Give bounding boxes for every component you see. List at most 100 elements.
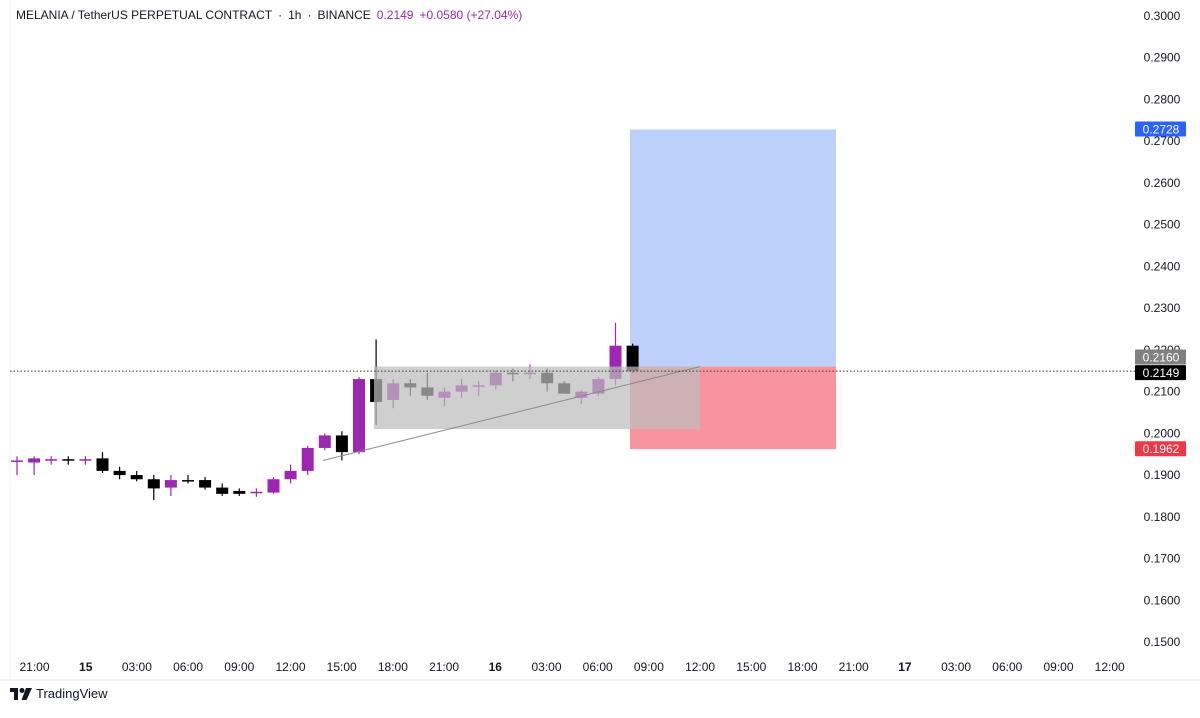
y-tick-label: 0.1700	[1144, 552, 1181, 566]
x-tick-label: 09:00	[634, 660, 664, 674]
candle-body	[28, 458, 41, 463]
x-tick-label: 21:00	[839, 660, 869, 674]
symbol-name[interactable]: MELANIA / TetherUS PERPETUAL CONTRACT	[16, 8, 273, 22]
candle	[164, 475, 177, 496]
target-price-label-bg	[1135, 121, 1186, 137]
x-tick-label: 15	[79, 660, 93, 674]
candle	[182, 475, 194, 484]
candle	[113, 466, 126, 480]
y-tick-label: 0.2800	[1144, 92, 1181, 106]
current-price-label-text: 0.2149	[1143, 366, 1180, 380]
candle	[79, 456, 92, 465]
y-tick-label: 0.2300	[1144, 301, 1181, 315]
y-tick-label: 0.2000	[1144, 426, 1181, 440]
brand-footer[interactable]: TradingView	[10, 686, 108, 701]
y-tick-label: 0.3000	[1144, 9, 1181, 23]
candle-body	[182, 480, 194, 482]
candle	[96, 452, 109, 473]
candle-body	[335, 435, 348, 453]
candle-body	[79, 459, 92, 461]
y-tick-label: 0.1900	[1144, 468, 1181, 482]
price-change: +0.0580 (+27.04%)	[419, 8, 523, 22]
x-tick-label: 12:00	[275, 660, 305, 674]
x-tick-label: 21:00	[429, 660, 459, 674]
candle	[318, 433, 331, 451]
candle-body	[284, 470, 297, 480]
x-tick-label: 12:00	[685, 660, 715, 674]
marker-price-label-text: 0.2160	[1143, 351, 1180, 365]
candle	[130, 470, 143, 482]
candle-body	[353, 379, 365, 453]
candle	[284, 464, 297, 484]
y-tick-label: 0.1800	[1144, 510, 1181, 524]
last-price: 0.2149	[376, 8, 414, 22]
candle	[233, 488, 246, 496]
candle-body	[62, 459, 75, 461]
y-tick-label: 0.2100	[1144, 385, 1181, 399]
candle-body	[113, 470, 126, 476]
x-tick-label: 09:00	[224, 660, 254, 674]
candle	[11, 456, 23, 476]
brand-name: TradingView	[36, 686, 108, 701]
x-tick-label: 16	[489, 660, 503, 674]
trend-line[interactable]	[322, 366, 701, 461]
candle	[267, 477, 280, 494]
tradingview-logo-icon	[10, 687, 32, 700]
candle-body	[164, 480, 177, 488]
candle-body	[318, 435, 331, 448]
y-tick-label: 0.2700	[1144, 134, 1181, 148]
x-tick-label: 17	[898, 660, 912, 674]
candle-body	[130, 475, 143, 480]
exchange-label: BINANCE	[317, 8, 371, 22]
x-tick-label: 18:00	[787, 660, 817, 674]
candle	[216, 483, 229, 496]
candle	[199, 477, 212, 490]
target-price-label: 0.2728	[1135, 121, 1186, 137]
candle	[301, 445, 314, 476]
range-box[interactable]	[374, 366, 700, 430]
candle	[45, 456, 58, 465]
marker-price-label: 0.2160	[1135, 349, 1186, 365]
current-price-label-bg	[1135, 365, 1186, 381]
candle-body	[233, 490, 246, 494]
x-tick-label: 06:00	[173, 660, 203, 674]
candle-body	[199, 480, 212, 488]
target-zone[interactable]	[630, 129, 836, 367]
candle	[147, 475, 160, 501]
stop-price-label-text: 0.1962	[1143, 442, 1180, 456]
x-tick-label: 15:00	[736, 660, 766, 674]
x-tick-label: 21:00	[19, 660, 49, 674]
current-price-label: 0.2149	[1135, 365, 1186, 381]
candle	[62, 456, 75, 465]
x-tick-label: 15:00	[327, 660, 357, 674]
y-tick-label: 0.2500	[1144, 218, 1181, 232]
stop-price-label-bg	[1135, 441, 1186, 457]
stop-price-label: 0.1962	[1135, 441, 1186, 457]
candle-body	[11, 460, 23, 462]
y-tick-label: 0.1600	[1144, 593, 1181, 607]
candle	[28, 456, 41, 476]
y-tick-label: 0.2400	[1144, 259, 1181, 273]
x-tick-label: 18:00	[378, 660, 408, 674]
x-tick-label: 09:00	[1043, 660, 1073, 674]
interval-label[interactable]: 1h	[288, 8, 302, 22]
candle-body	[45, 459, 58, 461]
x-tick-label: 03:00	[941, 660, 971, 674]
candle-body	[301, 447, 314, 471]
candle-body	[147, 479, 160, 489]
marker-price-label-bg	[1135, 349, 1186, 365]
x-tick-label: 06:00	[583, 660, 613, 674]
separator-dot-1: ·	[278, 8, 283, 22]
y-tick-label: 0.1500	[1144, 635, 1181, 649]
y-tick-label: 0.2600	[1144, 176, 1181, 190]
x-tick-label: 06:00	[992, 660, 1022, 674]
candle-body	[96, 458, 109, 471]
candle-body	[626, 345, 639, 372]
candle-body	[216, 487, 229, 494]
symbol-header: MELANIA / TetherUS PERPETUAL CONTRACT · …	[16, 8, 522, 22]
candle-body	[267, 479, 280, 493]
candle	[250, 488, 263, 497]
x-tick-label: 03:00	[122, 660, 152, 674]
y-tick-label: 0.2900	[1144, 51, 1181, 65]
